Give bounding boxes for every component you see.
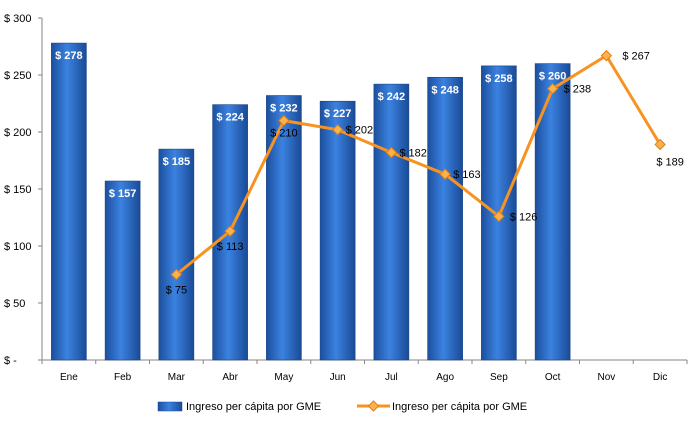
x-tick-label: Abr: [222, 372, 238, 383]
y-tick-label: $ 200: [4, 127, 32, 139]
legend-bar-swatch: [157, 401, 183, 412]
line-point: [493, 210, 505, 223]
x-tick-label: Jul: [385, 372, 398, 383]
bar-data-label: $ 248: [431, 84, 459, 96]
bar: [534, 63, 571, 361]
plot-area: $ - $ 50 $ 100 $ 150 $ 200 $ 250 $ 300 Ene Feb M…: [4, 13, 688, 383]
bar-data-label: $ 185: [163, 156, 191, 168]
line-data-label: $ 163: [453, 169, 481, 181]
bar: [51, 42, 87, 361]
bar-data-label: $ 157: [109, 188, 137, 200]
bar-data-label: $ 258: [485, 73, 513, 85]
bar-data-label: $ 278: [55, 50, 83, 62]
y-tick-label: $ 50: [4, 298, 25, 310]
x-tick-label: Nov: [597, 372, 615, 383]
line-point: [170, 268, 183, 281]
line-data-label: $ 126: [510, 211, 538, 223]
line-point: [278, 114, 290, 127]
line-data-label: $ 202: [346, 125, 374, 137]
line-point: [224, 225, 236, 237]
x-axis-ticks: Ene Feb Mar Abr May Jun Jul Ago Sep Oct Nov Dic: [41, 360, 688, 383]
x-tick-label: Ago: [436, 372, 454, 383]
x-tick-label: May: [274, 372, 293, 383]
y-tick-label: $ 100: [4, 241, 32, 253]
bar: [427, 76, 463, 361]
line-point: [439, 168, 451, 180]
line-data-label: $ 238: [564, 84, 592, 96]
line-data-label: $ 210: [270, 128, 298, 140]
bar-data-label: $ 224: [216, 112, 244, 124]
bar: [373, 83, 410, 361]
line-point: [331, 124, 344, 136]
x-tick-label: Oct: [545, 372, 561, 383]
bar-data-label: $ 260: [539, 71, 567, 83]
bar-series: [51, 42, 571, 361]
series-line: [175, 54, 662, 276]
bar-data-label: $ 227: [324, 108, 352, 120]
line-data-label: $ 75: [166, 285, 187, 297]
line-point: [546, 82, 559, 95]
x-tick-label: Dic: [653, 372, 667, 383]
line-data-labels: $ 75$ 113$ 210 $ 202$ 182$ 163$ 126$ 238$…: [166, 51, 684, 297]
bar: [158, 148, 195, 361]
bar: [319, 100, 356, 361]
y-axis-ticks: $ - $ 50 $ 100 $ 150 $ 200 $ 250 $ 300: [4, 13, 42, 367]
bar-data-label: $ 242: [378, 91, 406, 103]
line-point: [385, 146, 398, 159]
line-data-label: $ 189: [656, 157, 684, 169]
bar-data-labels: $ 278 $ 157 $ 185 $ 224 $ 232 $ 227 $ 242 $ 248…: [55, 50, 566, 200]
y-tick-label: $ 150: [4, 184, 32, 196]
x-tick-label: Jun: [330, 372, 346, 383]
line-series: [170, 49, 666, 281]
legend-line-marker: [367, 400, 380, 412]
x-tick-label: Mar: [168, 372, 186, 383]
line-point: [600, 49, 613, 62]
bar: [104, 180, 141, 361]
legend-item-bar: Ingreso per cápita por GME: [157, 401, 321, 413]
y-tick-label: $ -: [4, 355, 17, 367]
y-tick-label: $ 300: [4, 13, 32, 25]
x-tick-label: Ene: [60, 372, 78, 383]
legend: Ingreso per cápita por GME Ingreso per c…: [157, 400, 527, 413]
legend-line-label: Ingreso per cápita por GME: [392, 401, 527, 413]
line-data-label: $ 267: [622, 51, 650, 63]
legend-bar-label: Ingreso per cápita por GME: [186, 401, 321, 413]
x-tick-label: Sep: [490, 372, 508, 383]
x-tick-label: Feb: [114, 372, 132, 383]
line-data-label: $ 182: [399, 148, 427, 160]
bar-data-label: $ 232: [270, 103, 298, 115]
bar: [266, 95, 302, 361]
line-point: [654, 138, 666, 151]
y-tick-label: $ 250: [4, 70, 32, 82]
line-data-label: $ 113: [217, 241, 244, 253]
legend-item-line: Ingreso per cápita por GME: [357, 400, 527, 413]
